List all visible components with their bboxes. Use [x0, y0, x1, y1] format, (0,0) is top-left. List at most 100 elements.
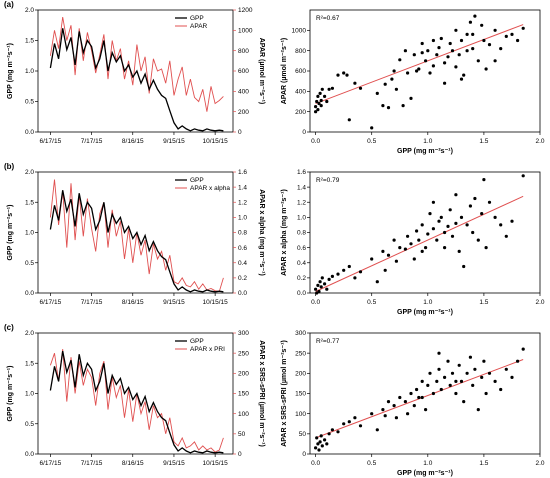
data-point — [484, 246, 488, 250]
data-point — [330, 428, 334, 432]
data-point — [320, 87, 324, 91]
y-tick-label: 0.0 — [25, 451, 34, 458]
data-point — [431, 200, 435, 204]
y2-tick-label: 0 — [238, 129, 242, 136]
x-tick-label: 0.5 — [367, 460, 376, 467]
data-point — [439, 215, 443, 219]
y-tick-label: 1.5 — [25, 360, 34, 367]
y-tick-label: 1.0 — [25, 230, 34, 237]
x-tick-label: 1.5 — [479, 460, 488, 467]
data-point — [499, 223, 503, 227]
data-point — [420, 379, 424, 383]
data-point — [383, 82, 387, 86]
x-tick-label: 0.5 — [367, 299, 376, 306]
y-tick-label: 1.2 — [297, 199, 306, 206]
y-tick-label: 0.5 — [25, 421, 34, 428]
data-point — [375, 280, 379, 284]
data-point — [459, 379, 464, 383]
data-point — [320, 444, 324, 448]
data-point — [342, 268, 346, 272]
data-point — [448, 383, 452, 387]
data-point — [468, 204, 472, 208]
legend-label-second: APAR x alpha — [190, 185, 230, 192]
x-axis-label: GPP (mg m⁻²s⁻¹) — [397, 470, 453, 477]
data-point — [499, 387, 503, 392]
data-point — [516, 38, 520, 43]
data-point — [468, 355, 472, 359]
data-point — [446, 359, 450, 363]
data-point — [401, 104, 405, 108]
data-point — [390, 77, 394, 81]
data-point — [381, 104, 385, 108]
data-point — [325, 99, 329, 104]
legend-label-second: APAR x PRI — [190, 346, 225, 353]
data-point — [394, 87, 398, 91]
panel-label-1: (a) — [4, 0, 14, 9]
y-tick-label: 0 — [302, 129, 306, 136]
data-point — [476, 408, 480, 412]
data-point — [417, 395, 421, 400]
data-point — [448, 208, 452, 212]
panel-label-3: (c) — [4, 323, 14, 332]
data-point — [315, 99, 319, 104]
y2-tick-label: 800 — [238, 48, 249, 55]
data-point — [398, 58, 402, 62]
data-point — [439, 387, 443, 392]
y2-tick-label: 400 — [238, 89, 249, 96]
data-point — [454, 391, 458, 396]
scatter-frame — [309, 9, 541, 133]
data-point — [316, 94, 320, 98]
r-squared-annotation: R²=0.79 — [316, 177, 340, 184]
data-point — [437, 46, 441, 50]
data-point — [457, 53, 461, 57]
data-point — [493, 215, 497, 219]
data-point — [420, 395, 424, 400]
data-point — [443, 61, 447, 65]
data-point — [443, 230, 447, 235]
y2-tick-label: 150 — [238, 391, 249, 398]
data-point — [446, 55, 450, 59]
y-tick-label: 600 — [295, 68, 306, 75]
x-tick-label: 6/17/15 — [40, 138, 62, 145]
data-point — [521, 174, 525, 178]
data-point — [476, 238, 480, 242]
data-point — [480, 212, 484, 216]
data-point — [415, 229, 419, 233]
data-point — [493, 379, 497, 383]
y2-tick-label: 250 — [238, 350, 249, 357]
x-tick-label: 2.0 — [535, 299, 544, 306]
x-tick-label: 8/16/15 — [122, 299, 144, 306]
y-tick-label: 300 — [295, 330, 306, 337]
x-tick-label: 0.5 — [367, 138, 376, 145]
y-axis-label: GPP (mg m⁻²s⁻¹) — [7, 366, 14, 422]
data-point — [319, 434, 323, 438]
data-point — [347, 118, 351, 122]
data-point — [443, 81, 447, 85]
y2-tick-label: 0.2 — [238, 275, 247, 282]
data-point — [471, 230, 475, 235]
y-tick-label: 0.5 — [25, 260, 34, 267]
y-tick-label: 200 — [295, 109, 306, 116]
data-point — [336, 430, 340, 434]
data-point — [471, 47, 475, 51]
y2-axis-label: APAR (µmol m⁻²s⁻¹) — [258, 38, 265, 105]
data-point — [316, 283, 320, 287]
y-tick-label: 1.0 — [25, 68, 34, 75]
data-point — [459, 215, 464, 219]
x-tick-label: 9/15/15 — [163, 460, 185, 467]
data-point — [370, 257, 374, 261]
data-point — [459, 38, 464, 43]
y-tick-label: 2.0 — [25, 169, 34, 176]
y-axis-label: APAR x alpha (mg m⁻²s⁻¹) — [281, 189, 288, 276]
x-tick-label: 1.0 — [423, 460, 432, 467]
series-line-apar-x-pri — [49, 349, 224, 453]
data-point — [510, 219, 514, 223]
x-tick-label: 10/15/15 — [202, 299, 228, 306]
data-point — [476, 59, 480, 63]
data-point — [412, 404, 416, 408]
y2-tick-label: 0.8 — [238, 230, 247, 237]
x-tick-label: 2.0 — [535, 138, 544, 145]
data-point — [459, 77, 464, 81]
data-point — [320, 276, 324, 280]
y-tick-label: 200 — [295, 371, 306, 378]
